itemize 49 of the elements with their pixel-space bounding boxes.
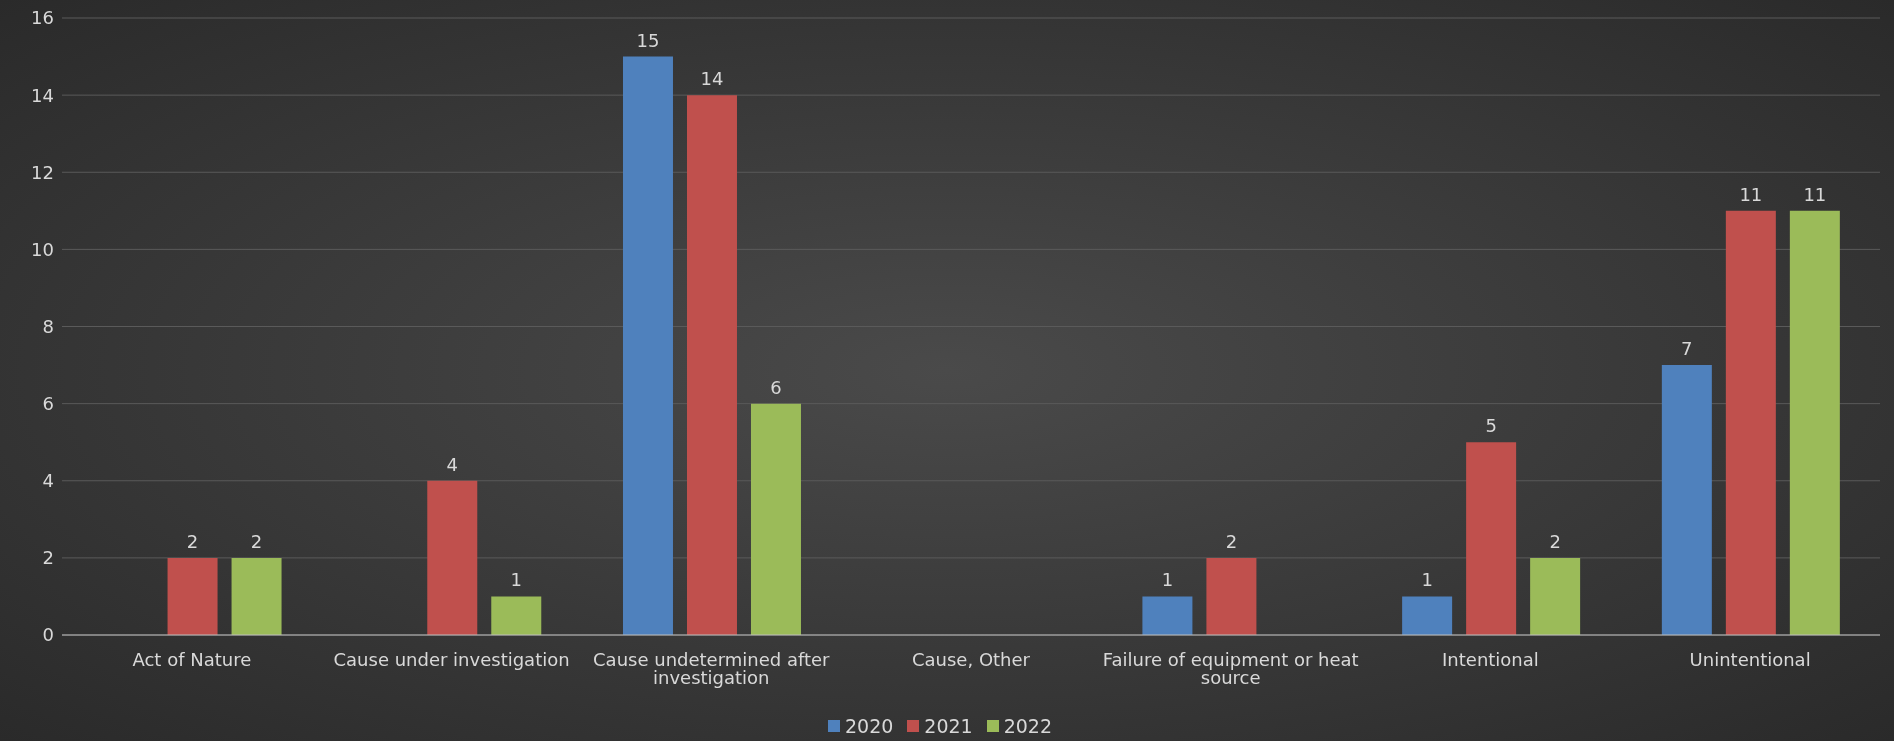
data-label: 4 <box>446 453 458 475</box>
data-label: 1 <box>510 569 522 591</box>
x-tick-label: Unintentional <box>1689 648 1811 670</box>
y-tick-label: 16 <box>31 7 54 29</box>
data-label: 15 <box>636 29 660 51</box>
data-label: 7 <box>1681 338 1693 360</box>
x-tick-label: Cause, Other <box>911 648 1031 670</box>
bar <box>1725 210 1776 635</box>
data-label: 2 <box>250 530 263 552</box>
bar <box>167 557 218 635</box>
data-label: 14 <box>700 68 724 90</box>
x-tick-label: Act of Nature <box>132 648 252 670</box>
y-tick-label: 4 <box>42 470 54 492</box>
legend-label: 2020 <box>844 715 894 737</box>
x-tick-label: Failure of equipment or heat source <box>1102 648 1359 688</box>
bar <box>1530 557 1581 635</box>
data-label: 11 <box>1803 183 1827 205</box>
y-tick-label: 10 <box>31 238 54 260</box>
data-label: 2 <box>1225 530 1238 552</box>
bar <box>491 596 542 635</box>
y-tick-label: 2 <box>42 547 54 569</box>
bar <box>231 557 282 635</box>
bar <box>686 95 737 635</box>
y-tick-label: 12 <box>31 161 54 183</box>
y-tick-label: 14 <box>31 84 54 106</box>
x-tick-label: Cause under investigation <box>333 648 570 670</box>
data-label: 6 <box>770 376 782 398</box>
bar <box>1466 442 1517 635</box>
y-tick-label: 0 <box>42 624 54 646</box>
bar <box>1142 596 1193 635</box>
legend-label: 2022 <box>1003 715 1053 737</box>
bar <box>1661 365 1712 635</box>
bar <box>1206 557 1257 635</box>
y-tick-label: 6 <box>42 393 54 415</box>
data-label: 1 <box>1161 569 1174 591</box>
bar <box>1402 596 1453 635</box>
data-label: 11 <box>1739 183 1763 205</box>
y-tick-label: 8 <box>42 315 54 337</box>
data-label: 2 <box>186 530 199 552</box>
x-tick-label: Cause undetermined after investigation <box>593 648 831 688</box>
legend-label: 2021 <box>924 715 973 737</box>
bar <box>1789 210 1840 635</box>
bar <box>622 56 673 635</box>
data-label: 2 <box>1549 530 1561 552</box>
x-tick-label: Intentional <box>1442 648 1539 670</box>
bar <box>427 480 478 635</box>
bar <box>750 403 801 635</box>
data-label: 1 <box>1421 569 1433 591</box>
data-label: 5 <box>1485 415 1497 437</box>
